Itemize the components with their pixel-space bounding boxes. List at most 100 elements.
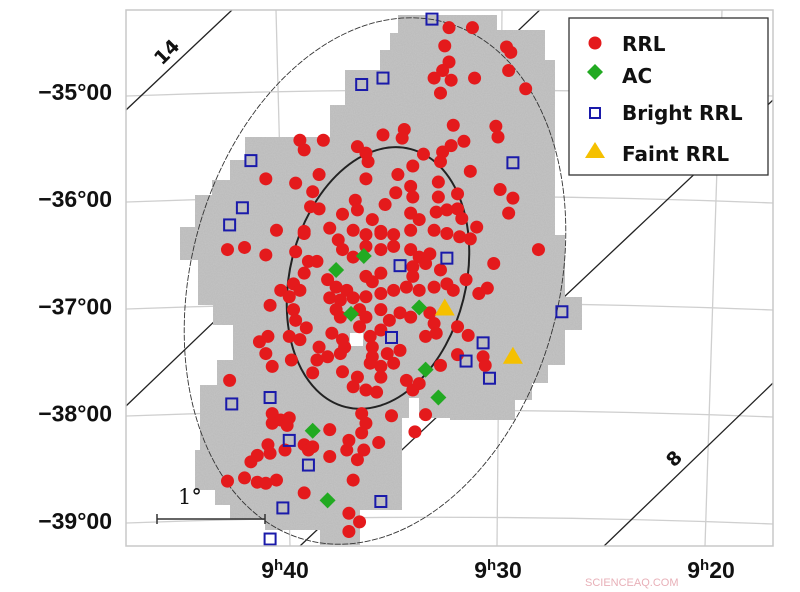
data-point-rrl (350, 203, 364, 217)
data-point-rrl (346, 380, 360, 394)
data-point-rrl (280, 418, 294, 432)
data-point-rrl (465, 21, 479, 35)
data-point-rrl (359, 310, 373, 324)
data-point-rrl (455, 211, 469, 225)
data-point-rrl (297, 143, 311, 157)
data-point-rrl (404, 310, 418, 324)
data-point-rrl (493, 183, 507, 197)
data-point-rrl (336, 207, 350, 221)
data-point-rrl (220, 243, 234, 257)
legend-label-rrl: RRL (622, 32, 666, 56)
data-point-rrl (336, 243, 350, 257)
data-point-ac (328, 261, 345, 278)
data-point-rrl (372, 436, 386, 450)
legend-box (568, 17, 769, 176)
x-axis-tick-labels: 9h40 9h30 9h20 (261, 557, 735, 583)
data-point-rrl (387, 239, 401, 253)
data-point-rrl (391, 168, 405, 182)
x-tick-label: 9h20 (687, 557, 735, 583)
data-point-rrl (374, 227, 388, 241)
data-point-rrl (299, 321, 313, 335)
data-point-bright-rrl (385, 330, 398, 344)
data-point-rrl (404, 223, 418, 237)
data-point-rrl (312, 168, 326, 182)
data-point-rrl (355, 426, 369, 440)
contour-line-14 (126, 10, 233, 111)
data-point-rrl (289, 313, 303, 327)
data-point-rrl (359, 228, 373, 242)
data-point-rrl (504, 45, 518, 59)
data-point-rrl (269, 223, 283, 237)
data-point-rrl (269, 473, 283, 487)
data-point-rrl (297, 486, 311, 500)
data-point-rrl (444, 73, 458, 87)
data-point-rrl (293, 283, 307, 297)
data-point-rrl (406, 269, 420, 283)
y-axis-tick-labels: −35°00 −36°00 −37°00 −38°00 −39°00 (38, 79, 112, 534)
survey-footprint (180, 15, 582, 545)
data-point-rrl (238, 240, 252, 254)
data-point-rrl (419, 329, 433, 343)
scale-bar (156, 514, 266, 524)
data-point-rrl (393, 306, 407, 320)
data-point-rrl (370, 385, 384, 399)
data-point-rrl (436, 64, 450, 78)
data-point-rrl (382, 313, 396, 327)
data-point-rrl (502, 206, 516, 220)
data-point-rrl (374, 266, 388, 280)
data-point-bright-rrl (374, 495, 388, 509)
data-point-rrl (478, 358, 492, 372)
data-point-ac (355, 248, 372, 265)
data-point-rrl (357, 443, 371, 457)
data-point-rrl (480, 281, 494, 295)
data-point-rrl (412, 283, 426, 297)
data-point-rrl (342, 525, 356, 539)
data-point-rrl (289, 245, 303, 259)
data-point-rrl (438, 39, 452, 53)
data-point-rrl (261, 329, 275, 343)
legend-marker-diamond-icon (587, 64, 603, 80)
data-point-rrl (399, 280, 413, 294)
data-point-bright-rrl (282, 433, 296, 447)
data-point-rrl (259, 347, 273, 361)
data-point-rrl (353, 320, 367, 334)
data-point-rrl (389, 186, 403, 200)
data-point-bright-rrl (276, 501, 290, 515)
data-point-rrl (289, 176, 303, 190)
data-point-rrl (306, 440, 320, 454)
legend-marker-square-icon (589, 107, 601, 119)
data-point-rrl (365, 340, 379, 354)
data-point-bright-rrl (506, 156, 520, 170)
data-point-bright-rrl (301, 458, 315, 472)
data-point-rrl (406, 159, 420, 173)
data-point-rrl (220, 474, 234, 488)
data-point-ac (417, 361, 434, 378)
data-point-rrl (378, 198, 392, 212)
data-point-rrl (359, 290, 373, 304)
data-point-rrl (519, 82, 533, 96)
data-point-rrl (333, 347, 347, 361)
data-point-rrl (412, 377, 426, 391)
data-point-rrl (470, 220, 484, 234)
data-point-rrl (350, 453, 364, 467)
data-point-rrl (387, 283, 401, 297)
legend-marker-triangle-icon (585, 142, 605, 158)
data-point-rrl (359, 383, 373, 397)
data-point-rrl (427, 280, 441, 294)
data-point-rrl (404, 179, 418, 193)
data-point-rrl (223, 373, 237, 387)
data-point-bright-rrl (393, 259, 407, 273)
data-point-rrl (459, 273, 473, 287)
data-point-rrl (238, 471, 252, 485)
data-point-rrl (244, 455, 258, 469)
scale-bar-label: 1° (178, 485, 202, 509)
data-point-rrl (310, 353, 324, 367)
y-tick-label: −37°00 (38, 293, 112, 319)
legend-label-ac: AC (622, 64, 652, 88)
data-point-rrl (329, 280, 343, 294)
data-point-rrl (353, 515, 367, 529)
data-point-rrl (419, 408, 433, 422)
data-point-rrl (374, 243, 388, 257)
data-point-rrl (293, 333, 307, 347)
